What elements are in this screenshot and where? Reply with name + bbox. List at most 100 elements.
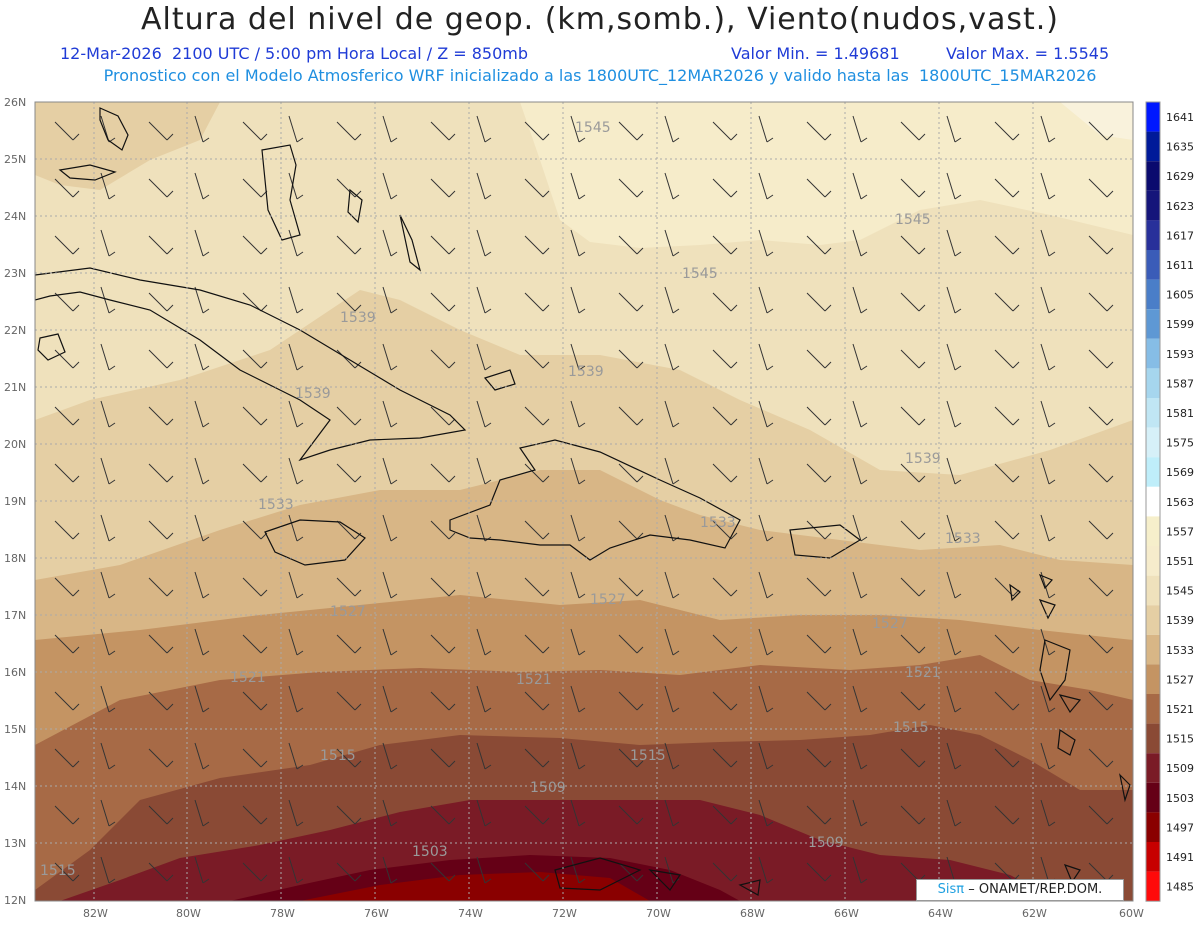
colorbar-label: 1593: [1166, 348, 1194, 361]
colorbar-label: 1533: [1166, 644, 1194, 657]
lat-label: 17N: [4, 609, 26, 622]
lat-label: 16N: [4, 666, 26, 679]
colorbar-label: 1587: [1166, 377, 1194, 390]
colorbar-swatch: [1146, 812, 1160, 842]
lon-label: 80W: [176, 907, 201, 920]
contour-label: 1521: [230, 670, 266, 686]
colorbar-label: 1635: [1166, 141, 1194, 154]
colorbar-label: 1521: [1166, 703, 1194, 716]
contour-label: 1539: [568, 364, 604, 380]
colorbar-label: 1551: [1166, 555, 1194, 568]
sispi-logo: Sisπ: [937, 882, 965, 897]
colorbar-swatch: [1146, 575, 1160, 606]
min-value: Valor Min. = 1.49681: [731, 44, 900, 63]
contour-label: 1539: [295, 386, 331, 402]
colorbar-label: 1605: [1166, 289, 1194, 302]
colorbar-label: 1497: [1166, 821, 1194, 834]
credit-org: – ONAMET/REP.DOM.: [968, 882, 1103, 897]
lon-label: 64W: [928, 907, 953, 920]
map-frame: [34, 101, 1134, 902]
lon-label: 62W: [1022, 907, 1047, 920]
colorbar-frame: [1145, 101, 1161, 902]
lat-label: 19N: [4, 495, 26, 508]
colorbar-swatch: [1146, 279, 1160, 310]
colorbar-label: 1629: [1166, 170, 1194, 183]
colorbar-swatch: [1146, 723, 1160, 754]
colorbar-swatch: [1146, 398, 1160, 428]
contour-label: 1527: [590, 592, 626, 608]
colorbar-swatch: [1146, 694, 1160, 724]
contour-label: 1527: [330, 604, 366, 620]
lat-label: 15N: [4, 723, 26, 736]
colorbar-label: 1641: [1166, 111, 1194, 124]
colorbar-label: 1599: [1166, 318, 1194, 331]
colorbar-swatch: [1146, 338, 1160, 369]
geopotential-shading: [35, 102, 1133, 901]
colorbar-label: 1575: [1166, 437, 1194, 450]
colorbar-swatch: [1146, 250, 1160, 280]
contour-label: 1533: [700, 515, 736, 531]
colorbar-swatch: [1146, 486, 1160, 517]
lat-label: 14N: [4, 780, 26, 793]
colorbar-label: 1539: [1166, 614, 1194, 627]
lon-label: 70W: [646, 907, 671, 920]
colorbar-swatch: [1146, 161, 1160, 191]
contour-label: 1515: [40, 863, 76, 879]
contour-label: 1545: [682, 266, 718, 282]
lat-label: 26N: [4, 96, 26, 109]
colorbar-label: 1611: [1166, 259, 1194, 272]
lat-label: 18N: [4, 552, 26, 565]
colorbar-swatch: [1146, 782, 1160, 813]
colorbar-label: 1617: [1166, 229, 1194, 242]
colorbar-swatch: [1146, 309, 1160, 339]
colorbar: 1641 1635 1629 1623 1617 1611 1605 1599 1593 1587…: [1145, 101, 1194, 902]
colorbar-swatch: [1146, 220, 1160, 250]
colorbar-swatch: [1146, 546, 1160, 576]
lon-label: 72W: [552, 907, 577, 920]
colorbar-swatch: [1146, 427, 1160, 458]
colorbar-swatch: [1146, 368, 1160, 398]
colorbar-swatch: [1146, 102, 1160, 132]
colorbar-label: 1569: [1166, 466, 1194, 479]
colorbar-label: 1557: [1166, 525, 1194, 538]
contour-labels: 1545 1545 1545 1539 1539 1539 1539 1533 …: [40, 120, 981, 879]
contour-label: 1533: [258, 497, 294, 513]
colorbar-swatch: [1146, 871, 1160, 902]
contour-label: 1545: [575, 120, 611, 136]
contour-label: 1527: [872, 616, 908, 632]
lon-label: 60W: [1119, 907, 1144, 920]
max-value: Valor Max. = 1.5545: [946, 44, 1110, 63]
lat-label: 21N: [4, 381, 26, 394]
latitude-labels: 26N 25N 24N 23N 22N 21N 20N 19N 18N 17N …: [4, 96, 26, 907]
lon-label: 82W: [83, 907, 108, 920]
colorbar-swatch: [1146, 131, 1160, 162]
lon-label: 66W: [834, 907, 859, 920]
contour-label: 1515: [320, 748, 356, 764]
contour-label: 1539: [905, 451, 941, 467]
contour-label: 1533: [945, 531, 981, 547]
model-info: Pronostico con el Modelo Atmosferico WRF…: [103, 66, 1097, 85]
lat-label: 20N: [4, 438, 26, 451]
lat-label: 12N: [4, 894, 26, 907]
colorbar-swatch: [1146, 753, 1160, 783]
colorbar-label: 1527: [1166, 673, 1194, 686]
contour-label: 1509: [530, 780, 566, 796]
contour-label: 1515: [893, 720, 929, 736]
contour-label: 1521: [516, 672, 552, 688]
lat-label: 13N: [4, 837, 26, 850]
contour-label: 1515: [630, 748, 666, 764]
contour-label: 1509: [808, 835, 844, 851]
lat-lon-grid: [35, 102, 1133, 901]
colorbar-swatch: [1146, 634, 1160, 665]
colorbar-swatch: [1146, 842, 1160, 872]
lat-label: 22N: [4, 324, 26, 337]
map-title: Altura del nivel de geop. (km,somb.), Vi…: [141, 2, 1059, 37]
lon-label: 68W: [740, 907, 765, 920]
valid-datetime: 12-Mar-2026 2100 UTC / 5:00 pm Hora Loca…: [60, 44, 529, 63]
colorbar-swatch: [1146, 190, 1160, 221]
longitude-labels: 82W 80W 78W 76W 74W 72W 70W 68W 66W 64W …: [83, 907, 1144, 920]
colorbar-label: 1563: [1166, 496, 1194, 509]
lon-label: 76W: [364, 907, 389, 920]
colorbar-label: 1581: [1166, 407, 1194, 420]
